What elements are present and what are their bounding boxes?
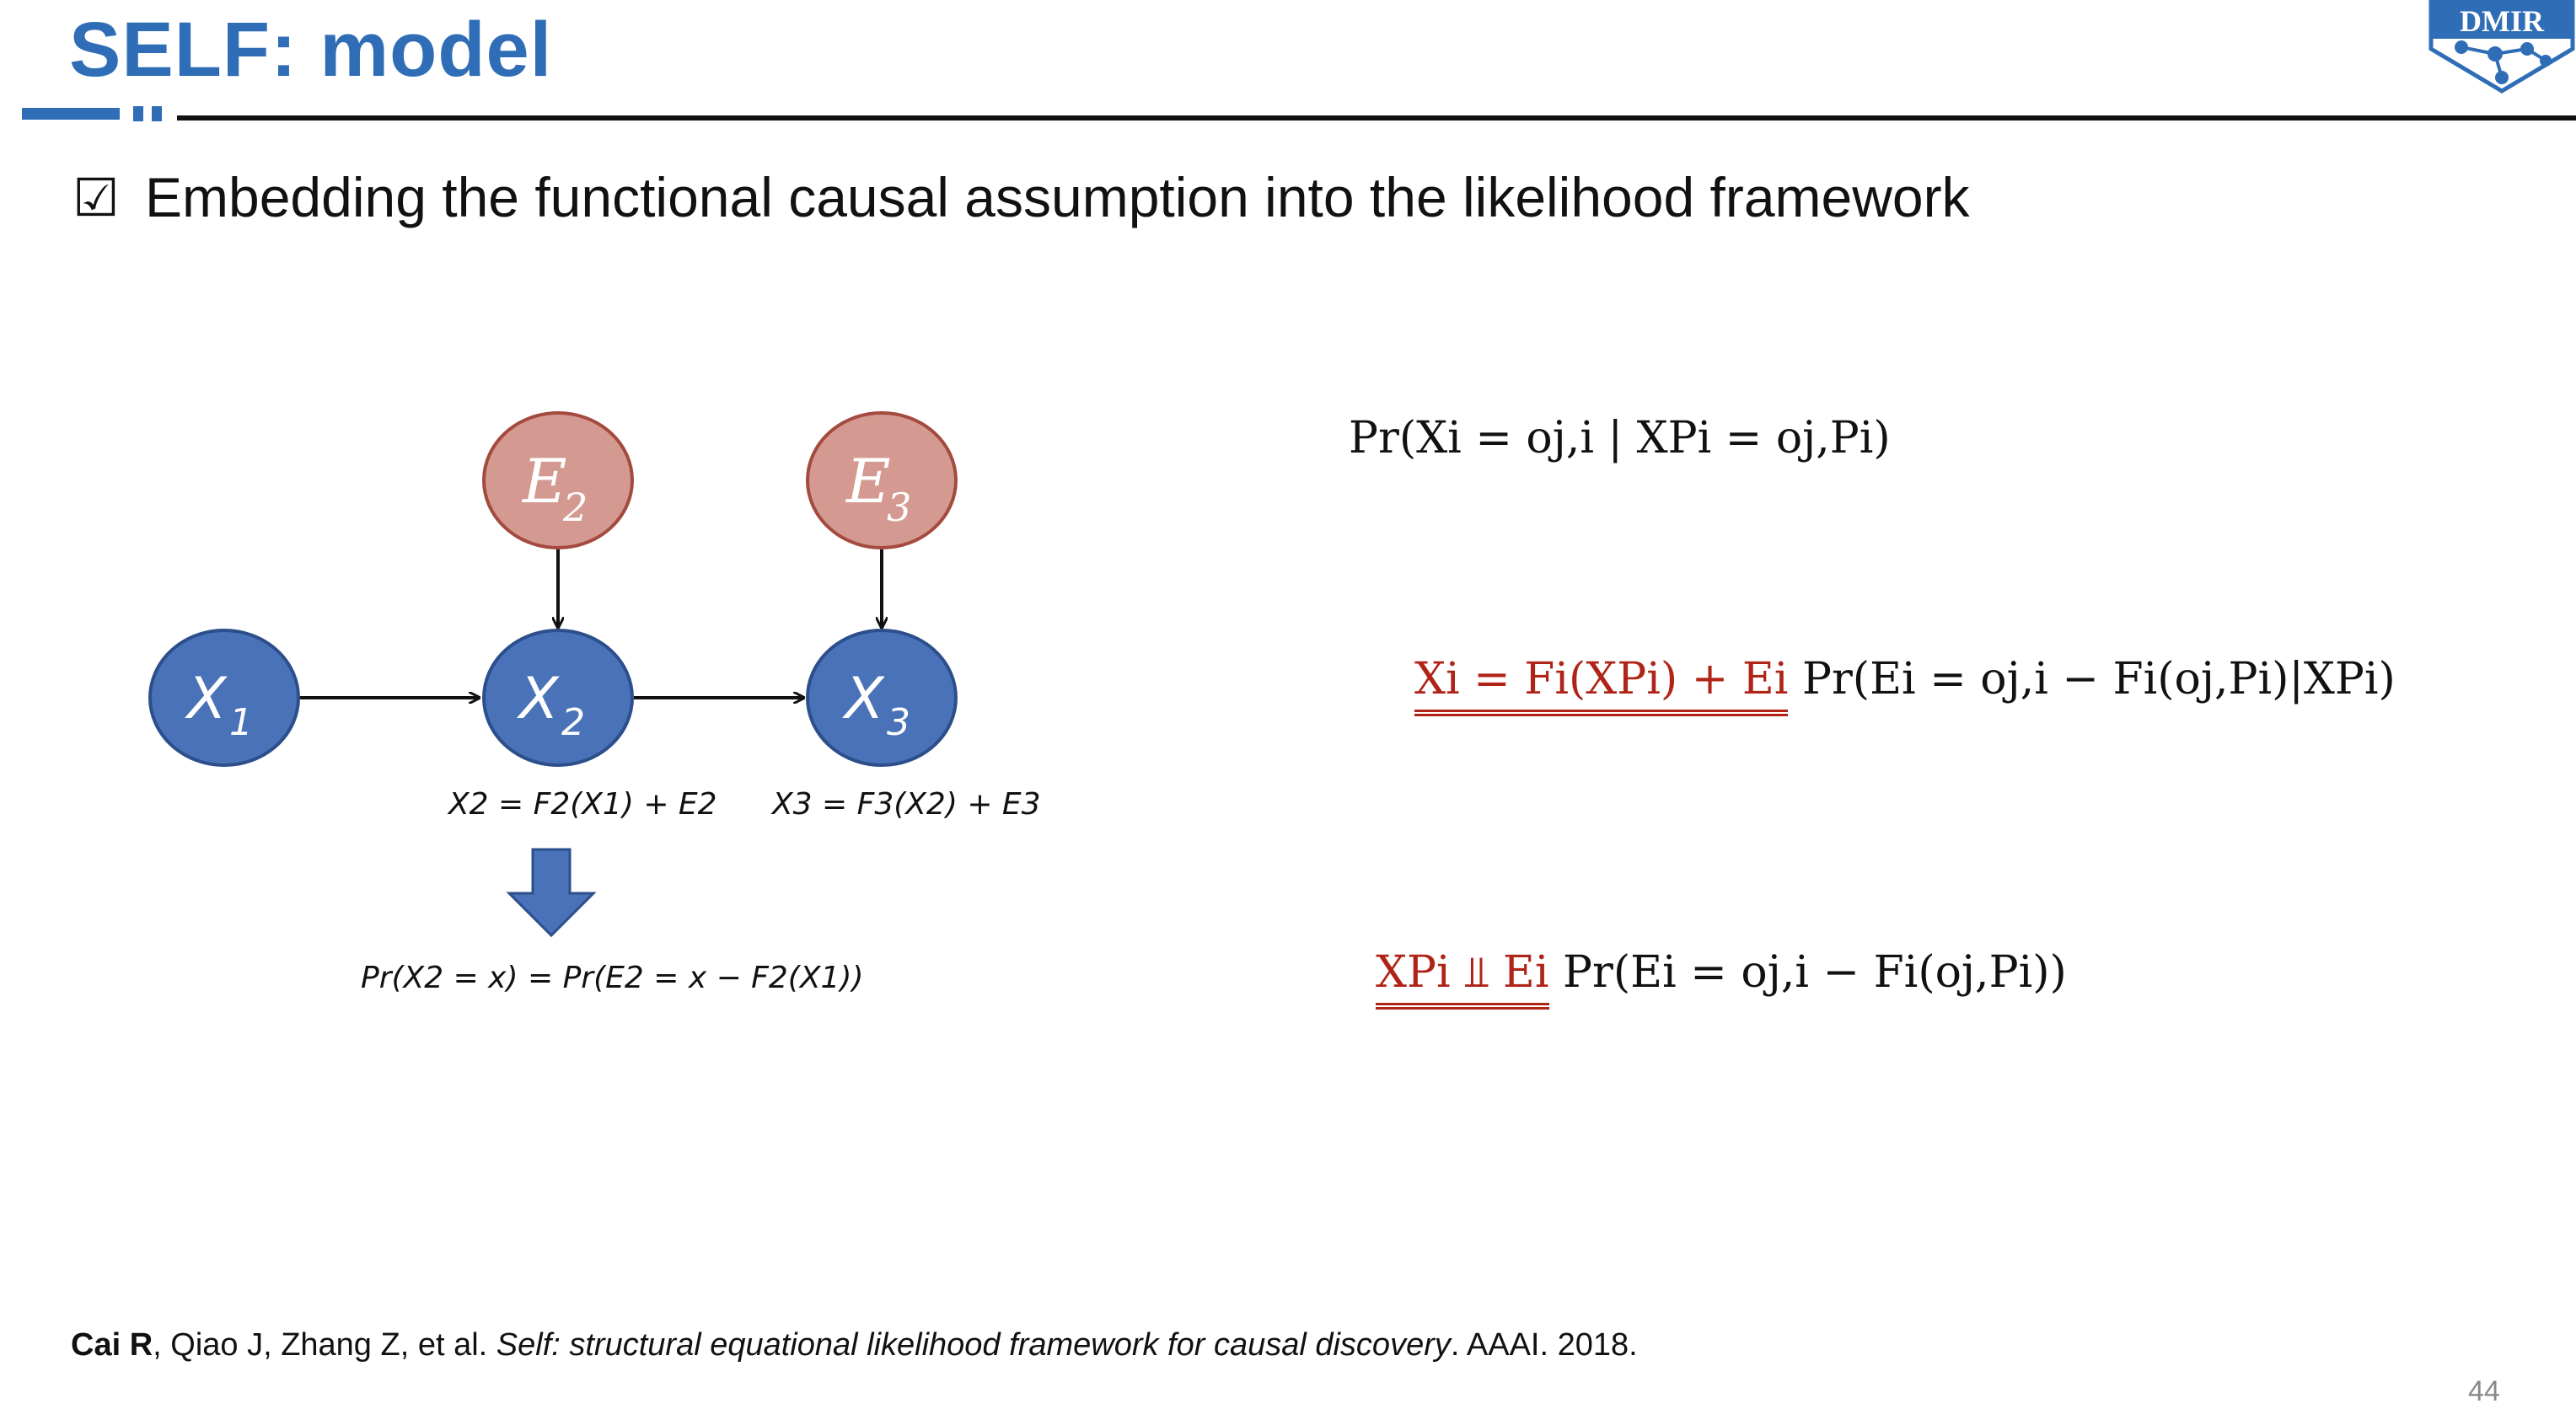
svg-text:2: 2	[561, 701, 585, 744]
svg-text:X: X	[842, 666, 885, 732]
reference-author-bold: Cai R	[71, 1327, 153, 1363]
reference-citation: Cai R, Qiao J, Zhang Z, et al. Self: str…	[71, 1325, 1638, 1365]
caption-x3-equation: X3 = F3(X2) + E3	[772, 787, 1041, 822]
reference-authors: , Qiao J, Zhang Z, et al.	[153, 1327, 496, 1363]
logo-text: DMIR	[2460, 4, 2545, 38]
svg-text:X: X	[185, 666, 228, 732]
svg-text:1: 1	[229, 701, 253, 744]
title-underline-square	[133, 106, 143, 121]
equation-1: Pr(Xi = oj,i | XPi = oj,Pi)	[1349, 413, 1891, 463]
reference-title: Self: structural equational likelihood f…	[496, 1327, 1451, 1363]
node-x3: X 3	[806, 629, 958, 767]
title-underline-bar	[22, 108, 120, 120]
node-x2: X 2	[482, 629, 634, 767]
reference-venue: . AAAI. 2018.	[1450, 1327, 1638, 1363]
caption-bottom-text: Pr(X2 = x) = Pr(E2 = x − F2(X1))	[361, 961, 864, 995]
page-number: 44	[2468, 1375, 2500, 1407]
caption-x3-text: X3 = F3(X2) + E3	[772, 787, 1041, 822]
slide-title: SELF: model	[69, 7, 553, 93]
svg-text:X: X	[517, 666, 560, 732]
svg-text:2: 2	[562, 485, 588, 530]
node-e3: E 3	[806, 411, 958, 549]
equation-3-rest: Pr(Ei = oj,i − Fi(oj,Pi))	[1563, 947, 2067, 998]
svg-text:3: 3	[887, 485, 911, 530]
caption-x2-equation: X2 = F2(X1) + E2	[448, 787, 717, 822]
svg-text:3: 3	[887, 701, 910, 744]
node-e2: E 2	[482, 411, 634, 549]
bullet-text: Embedding the functional causal assumpti…	[145, 166, 1970, 228]
equation-2: Xi = Fi(XPi) + Ei Pr(Ei = oj,i − Fi(oj,P…	[1414, 654, 2396, 716]
equation-3: XPi ⫫ Ei Pr(Ei = oj,i − Fi(oj,Pi))	[1376, 947, 2067, 1010]
title-underline-square	[152, 106, 162, 121]
equation-2-highlight: Xi = Fi(XPi) + Ei	[1414, 654, 1789, 716]
svg-text:E: E	[521, 446, 567, 517]
equation-1-text: Pr(Xi = oj,i | XPi = oj,Pi)	[1349, 413, 1891, 463]
equation-2-rest: Pr(Ei = oj,i − Fi(oj,Pi)|XPi)	[1801, 654, 2396, 704]
dmir-logo: DMIR	[2428, 0, 2575, 94]
svg-text:E: E	[845, 446, 891, 517]
caption-x2-text: X2 = F2(X1) + E2	[448, 787, 717, 822]
down-arrow-icon	[506, 848, 597, 938]
checkbox-checked-icon: ☑	[72, 167, 120, 228]
header-rule	[177, 115, 2576, 121]
node-x1: X 1	[148, 629, 300, 767]
equation-3-highlight: XPi ⫫ Ei	[1376, 947, 1549, 1010]
caption-probability-equation: Pr(X2 = x) = Pr(E2 = x − F2(X1))	[361, 961, 864, 995]
